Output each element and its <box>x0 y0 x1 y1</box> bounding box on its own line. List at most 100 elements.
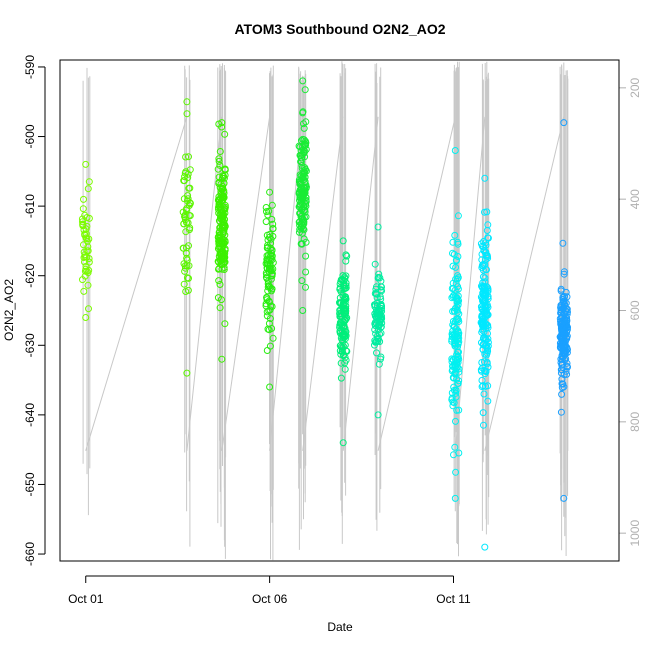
data-point <box>338 348 346 356</box>
data-point <box>216 217 224 225</box>
data-point <box>482 368 490 376</box>
data-point <box>343 252 351 260</box>
data-point <box>216 231 224 239</box>
data-point <box>483 227 491 234</box>
data-point <box>186 166 194 174</box>
data-point <box>267 275 275 283</box>
data-point <box>454 285 462 293</box>
data-point <box>219 252 227 260</box>
data-point <box>215 203 222 211</box>
right-tick-label: 600 <box>628 300 642 320</box>
data-point <box>265 207 273 215</box>
y-tick-label: -610 <box>23 194 37 218</box>
data-point <box>480 358 488 366</box>
plot-frame <box>59 59 620 562</box>
data-point <box>480 238 488 245</box>
data-point <box>216 304 224 312</box>
data-point <box>215 157 223 165</box>
data-point <box>218 355 226 363</box>
data-point <box>481 174 489 182</box>
transit-line <box>85 116 188 451</box>
data-point <box>85 178 93 186</box>
data-point <box>342 284 350 292</box>
data-point <box>337 334 345 342</box>
data-point <box>477 293 485 301</box>
transit-line <box>377 116 456 451</box>
data-point <box>301 188 309 196</box>
data-point <box>298 277 306 285</box>
right-tick-label: 400 <box>628 189 642 209</box>
transit-line <box>269 116 304 451</box>
data-point <box>557 301 565 309</box>
data-point <box>266 282 273 290</box>
data-point <box>481 543 489 551</box>
data-point <box>479 305 487 313</box>
data-point <box>557 355 565 363</box>
data-point <box>295 176 303 184</box>
data-point <box>218 193 226 201</box>
data-point <box>220 227 228 235</box>
data-point <box>374 223 382 231</box>
x-tick-label: Oct 01 <box>68 592 104 606</box>
data-point <box>214 294 222 302</box>
data-point <box>454 343 462 351</box>
data-point <box>342 257 350 265</box>
data-point <box>265 307 273 315</box>
data-point <box>80 241 87 249</box>
data-point <box>82 225 90 233</box>
data-point <box>82 262 90 270</box>
data-point <box>299 108 307 116</box>
data-point <box>562 288 570 296</box>
data-point <box>215 155 223 163</box>
data-point <box>449 402 457 410</box>
data-point <box>218 239 226 247</box>
data-point <box>302 268 310 276</box>
data-point <box>185 153 192 161</box>
data-point <box>481 256 489 264</box>
data-point <box>373 309 381 317</box>
data-point <box>265 282 273 290</box>
data-point <box>82 230 90 238</box>
data-point <box>218 247 226 255</box>
transit-line <box>186 116 223 451</box>
data-point <box>298 206 306 213</box>
data-point <box>302 252 310 260</box>
data-point <box>373 349 380 357</box>
data-point <box>183 369 191 377</box>
data-point <box>81 251 89 259</box>
data-point <box>453 275 461 283</box>
data-point <box>84 281 92 289</box>
data-point <box>452 257 460 265</box>
data-point <box>298 150 306 158</box>
data-point <box>79 218 86 226</box>
data-point <box>299 221 307 229</box>
data-point <box>560 119 568 127</box>
data-point <box>298 229 306 237</box>
data-point <box>84 185 92 193</box>
data-point <box>481 335 489 343</box>
data-point <box>563 305 571 313</box>
data-point <box>300 218 308 226</box>
data-point <box>182 228 190 236</box>
data-point <box>479 266 487 274</box>
data-point <box>378 315 386 323</box>
data-point <box>218 119 226 127</box>
data-point <box>216 281 224 288</box>
data-point <box>337 374 345 382</box>
data-point <box>181 173 189 181</box>
y-tick-label: -600 <box>23 124 37 148</box>
data-point <box>336 342 344 350</box>
data-point <box>448 337 456 345</box>
data-point <box>451 443 459 451</box>
data-point <box>371 260 379 268</box>
data-point <box>452 263 460 271</box>
data-point <box>262 218 270 226</box>
data-point <box>451 337 459 345</box>
data-point <box>480 421 487 429</box>
data-point <box>300 120 307 128</box>
data-point <box>454 212 462 220</box>
data-point <box>301 86 309 94</box>
data-point <box>374 411 382 419</box>
data-point <box>559 239 567 247</box>
data-point <box>339 439 347 447</box>
